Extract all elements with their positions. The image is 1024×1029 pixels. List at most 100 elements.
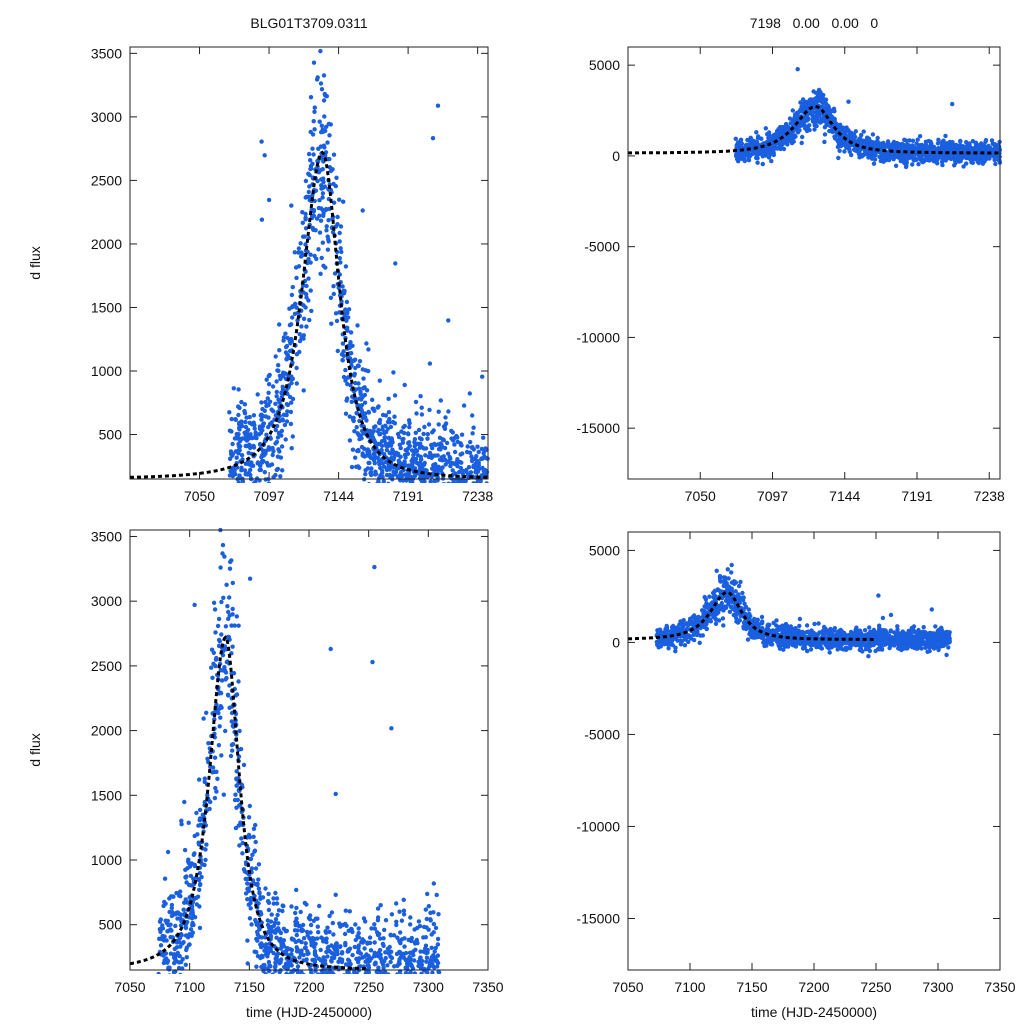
data-point (291, 285, 295, 289)
data-point (812, 622, 816, 626)
data-point (180, 933, 184, 937)
data-point (402, 944, 406, 948)
data-point (419, 437, 423, 441)
data-point (415, 461, 419, 465)
data-point (281, 981, 285, 985)
data-point (197, 904, 201, 908)
data-point (400, 977, 404, 981)
data-point (326, 949, 330, 953)
data-point (308, 253, 312, 257)
data-point (327, 974, 331, 978)
data-point (857, 150, 861, 154)
data-point (165, 978, 169, 982)
data-point (242, 763, 246, 767)
y-tick-label: -10000 (576, 329, 620, 345)
data-point (424, 485, 428, 489)
data-point (899, 159, 903, 163)
data-point (482, 511, 486, 515)
data-point (408, 951, 412, 955)
data-point (408, 974, 412, 978)
data-point (790, 141, 794, 145)
data-point (393, 1018, 397, 1022)
data-point (314, 917, 318, 921)
data-point (338, 231, 342, 235)
data-point (439, 491, 443, 495)
data-point (382, 452, 386, 456)
data-point (286, 988, 290, 992)
data-point (341, 985, 345, 989)
data-point (323, 92, 327, 96)
data-point (340, 951, 344, 955)
data-point (330, 982, 334, 986)
data-point (475, 464, 479, 468)
data-point (407, 425, 411, 429)
data-point (357, 926, 361, 930)
data-point (316, 925, 320, 929)
data-point (256, 392, 260, 396)
data-point (345, 396, 349, 400)
y-tick-label: 3500 (91, 45, 122, 61)
data-point (268, 989, 272, 993)
data-point (284, 929, 288, 933)
data-point (832, 118, 836, 122)
data-point (823, 132, 827, 136)
data-point (387, 517, 391, 521)
data-point (761, 162, 765, 166)
data-point (793, 112, 797, 116)
data-point (386, 972, 390, 976)
data-point (268, 927, 272, 931)
data-point (846, 100, 850, 104)
data-point (782, 147, 786, 151)
data-point (266, 403, 270, 407)
data-point (365, 388, 369, 392)
data-point (239, 466, 243, 470)
data-point (235, 614, 239, 618)
data-point (249, 922, 253, 926)
data-point (484, 542, 488, 546)
data-point (387, 975, 391, 979)
data-point (318, 120, 322, 124)
data-point (363, 997, 367, 1001)
data-point (430, 998, 434, 1002)
data-point (435, 959, 439, 963)
data-point (304, 324, 308, 328)
data-point (227, 507, 231, 511)
data-point (911, 139, 915, 143)
data-point (168, 974, 172, 978)
x-tick-label: 7050 (184, 488, 215, 504)
data-point (849, 153, 853, 157)
data-point (422, 425, 426, 429)
data-point (443, 482, 447, 486)
data-point (163, 978, 167, 982)
data-point (789, 121, 793, 125)
data-point (322, 73, 326, 77)
data-point (413, 971, 417, 975)
data-point (244, 545, 248, 549)
data-point (450, 490, 454, 494)
data-point (178, 894, 182, 898)
data-point (325, 140, 329, 144)
data-point (283, 423, 287, 427)
data-point (332, 153, 336, 157)
data-point (307, 184, 311, 188)
data-point (409, 970, 413, 974)
data-point (430, 996, 434, 1000)
data-point (161, 904, 165, 908)
data-point (814, 91, 818, 95)
data-point (438, 436, 442, 440)
data-point (226, 693, 230, 697)
data-point (318, 168, 322, 172)
data-point (395, 972, 399, 976)
data-point (784, 126, 788, 130)
data-point (436, 912, 440, 916)
data-point (806, 126, 810, 130)
data-point (734, 137, 738, 141)
data-point (379, 490, 383, 494)
data-point (342, 973, 346, 977)
data-point (335, 976, 339, 980)
data-point (889, 613, 893, 617)
data-point (228, 567, 232, 571)
data-point (279, 433, 283, 437)
data-point (437, 410, 441, 414)
